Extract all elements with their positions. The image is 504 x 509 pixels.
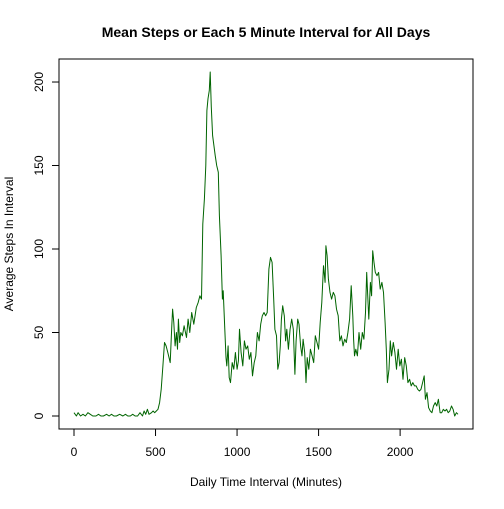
y-tick-label: 200 xyxy=(32,72,46,92)
x-tick-label: 2000 xyxy=(387,445,414,459)
series-layer xyxy=(73,71,459,417)
y-tick-label: 50 xyxy=(32,326,46,340)
x-axis: 0 500 1000 1500 2000 xyxy=(71,428,414,459)
y-tick-label: 0 xyxy=(32,412,46,419)
x-axis-label: Daily Time Interval (Minutes) xyxy=(190,475,342,489)
x-tick-label: 1000 xyxy=(224,445,251,459)
x-tick-label: 1500 xyxy=(305,445,332,459)
chart-title: Mean Steps or Each 5 Minute Interval for… xyxy=(102,24,431,40)
y-tick-label: 150 xyxy=(32,155,46,175)
y-axis-label: Average Steps In Interval xyxy=(2,177,16,312)
plot-frame xyxy=(58,58,474,430)
x-tick-label: 500 xyxy=(146,445,166,459)
x-tick-label: 0 xyxy=(71,445,78,459)
y-tick-label: 100 xyxy=(32,239,46,259)
y-axis: 0 50 100 150 200 xyxy=(32,72,60,419)
series-line-0 xyxy=(73,71,459,417)
